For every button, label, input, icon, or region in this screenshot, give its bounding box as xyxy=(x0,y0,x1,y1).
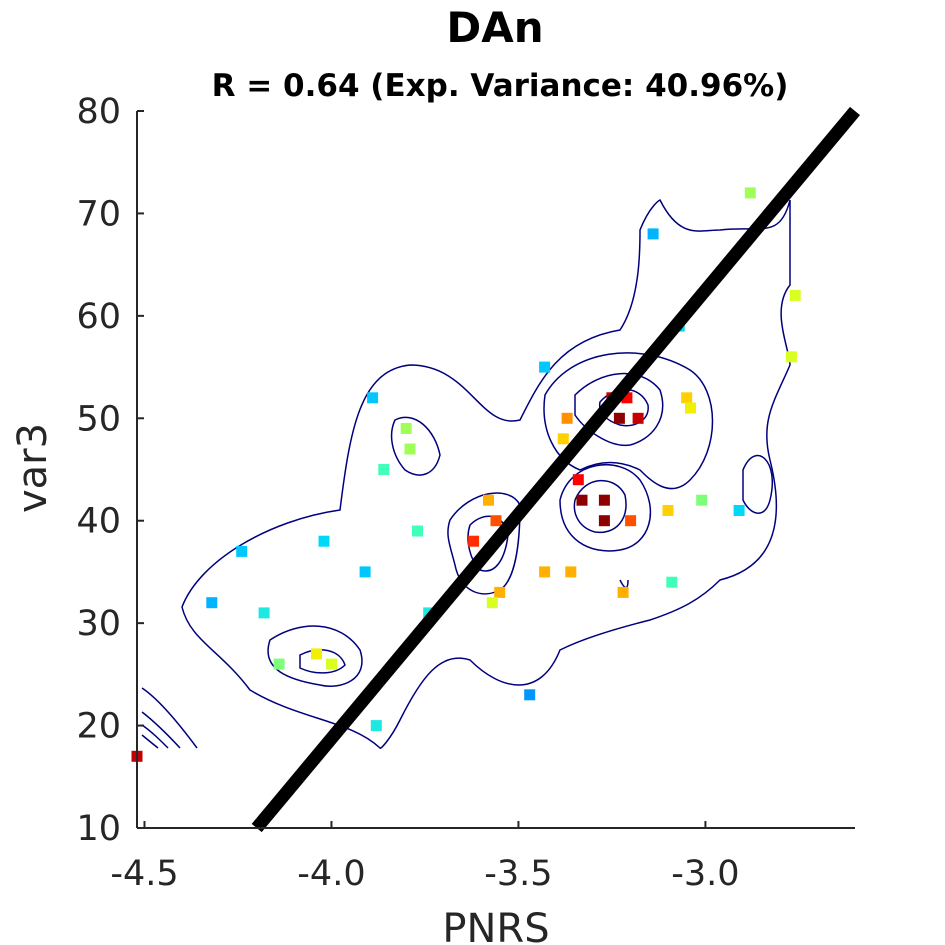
y-tick-label: 70 xyxy=(76,194,121,234)
data-point xyxy=(696,494,708,506)
x-ticks: -4.5 -4.0 -3.5 -3.0 xyxy=(110,821,740,894)
y-tick-label: 60 xyxy=(76,297,121,337)
contour-line xyxy=(299,649,346,674)
data-point xyxy=(236,545,248,557)
data-point xyxy=(370,720,382,732)
x-tick-label: -4.0 xyxy=(297,854,365,894)
data-point xyxy=(613,412,625,424)
data-point xyxy=(561,412,573,424)
x-axis-label: PNRS xyxy=(442,906,549,945)
data-point xyxy=(785,351,797,363)
data-point xyxy=(483,494,494,506)
data-point xyxy=(258,607,270,619)
data-point xyxy=(273,658,285,670)
y-axis-label: var3 xyxy=(10,423,56,513)
x-tick-label: -3.0 xyxy=(671,854,739,894)
y-tick-label: 80 xyxy=(76,92,121,132)
data-point xyxy=(524,689,536,701)
data-point xyxy=(539,361,551,373)
data-point xyxy=(598,494,610,506)
data-point xyxy=(557,433,569,445)
y-tick-label: 50 xyxy=(76,399,121,439)
data-point xyxy=(311,648,322,660)
y-tick-label: 30 xyxy=(76,604,121,644)
axes xyxy=(136,111,855,829)
contour-line xyxy=(574,372,664,447)
data-point xyxy=(404,443,416,455)
data-point xyxy=(662,505,674,516)
data-point xyxy=(378,464,390,475)
x-tick-label: -4.5 xyxy=(110,854,178,894)
chart-subtitle: R = 0.64 (Exp. Variance: 40.96%) xyxy=(212,68,789,104)
y-tick-label: 10 xyxy=(76,809,121,849)
data-point xyxy=(318,535,330,547)
data-point xyxy=(468,535,480,547)
contour-line xyxy=(141,734,159,749)
chart-title: DAn xyxy=(446,3,543,52)
data-point xyxy=(359,566,371,578)
contour-line xyxy=(742,454,774,514)
contour-line xyxy=(619,579,629,589)
data-point xyxy=(647,228,659,240)
data-point xyxy=(621,392,633,404)
data-point xyxy=(206,597,218,609)
y-tick-label: 40 xyxy=(76,502,121,542)
data-point xyxy=(576,494,588,506)
data-point xyxy=(400,423,412,434)
contour-line xyxy=(390,416,441,476)
data-point xyxy=(685,402,696,414)
data-point xyxy=(666,576,678,588)
data-point xyxy=(744,187,756,199)
data-points xyxy=(131,187,801,762)
data-point xyxy=(733,505,745,516)
contour-line xyxy=(141,711,181,749)
contour-line xyxy=(267,625,363,687)
regression-line xyxy=(251,106,860,833)
data-point xyxy=(625,515,637,527)
data-point xyxy=(490,515,502,527)
data-point xyxy=(486,597,498,609)
y-tick-label: 20 xyxy=(76,707,121,747)
data-point xyxy=(789,289,801,301)
data-point xyxy=(681,392,693,404)
contour-line xyxy=(141,687,198,749)
x-tick-label: -3.5 xyxy=(484,854,552,894)
data-point xyxy=(617,586,629,598)
density-contours xyxy=(141,198,791,749)
data-point xyxy=(412,525,423,537)
data-point xyxy=(632,412,644,424)
data-point xyxy=(326,658,337,670)
data-point xyxy=(494,586,506,598)
data-point xyxy=(367,392,379,404)
data-point xyxy=(565,566,577,578)
data-point xyxy=(598,515,610,527)
data-point xyxy=(572,474,584,486)
contour-line xyxy=(181,198,791,749)
contour-line xyxy=(543,352,714,490)
contour-line xyxy=(573,479,627,534)
contour-line xyxy=(559,463,652,552)
y-ticks: 10 20 30 40 50 60 70 80 xyxy=(76,92,144,849)
data-point xyxy=(539,566,551,578)
contour-line xyxy=(141,724,169,749)
